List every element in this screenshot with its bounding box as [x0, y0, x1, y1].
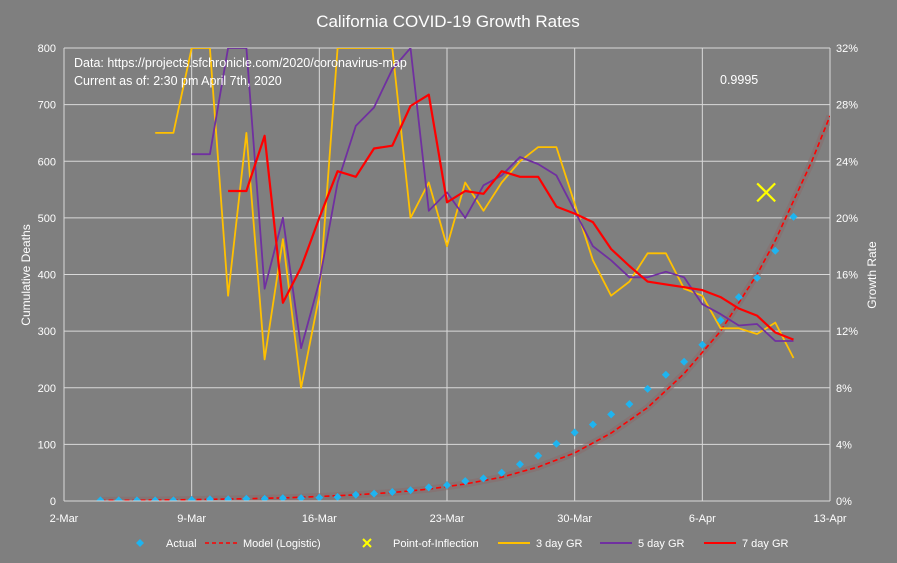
actual-point [588, 420, 597, 429]
legend-label: 5 day GR [638, 538, 685, 550]
y2-tick-label: 24% [836, 156, 858, 168]
actual-point [297, 494, 306, 501]
actual-point [789, 212, 798, 221]
actual-point [716, 316, 725, 325]
actual-point [169, 496, 178, 501]
actual-point [443, 481, 451, 490]
y2-tick-label: 16% [836, 270, 858, 282]
source-annotation: Data: https://projects.sfchronicle.com/2… [74, 56, 407, 70]
y-tick-label: 600 [38, 156, 56, 168]
current-as-of-annotation: Current as of: 2:30 pm April 7th, 2020 [74, 74, 282, 88]
actual-point [753, 273, 762, 282]
x-tick-label: 2-Mar [50, 513, 79, 525]
gr3-line [155, 48, 795, 389]
actual-point [151, 496, 160, 501]
y2-axis-title: Growth Rate [865, 241, 879, 309]
legend-item: 7 day GR [704, 538, 789, 550]
actual-point [680, 357, 689, 366]
legend-label: Point-of-Inflection [393, 538, 479, 550]
actual-point [333, 493, 342, 501]
x-tick-label: 16-Mar [302, 513, 337, 525]
actual-point [424, 483, 433, 492]
actual-point [205, 495, 214, 501]
actual-point [406, 486, 415, 495]
y-tick-label: 700 [38, 100, 56, 112]
y2-tick-label: 8% [836, 383, 852, 395]
actual-point [224, 495, 233, 501]
x-tick-label: 13-Apr [813, 513, 846, 525]
actual-point [534, 451, 543, 460]
x-tick-label: 9-Mar [177, 513, 206, 525]
y-tick-label: 500 [38, 213, 56, 225]
y2-tick-label: 20% [836, 213, 858, 225]
y-tick-label: 800 [38, 43, 56, 55]
legend-label: 7 day GR [742, 538, 789, 550]
legend-item: 3 day GR [498, 538, 583, 550]
actual-point [497, 468, 506, 477]
legend-label: 3 day GR [536, 538, 583, 550]
legend-item: Point-of-Inflection [362, 538, 479, 550]
actual-point [661, 370, 670, 379]
series-layer [96, 48, 830, 501]
actual-point [734, 293, 743, 302]
chart-title: California COVID-19 Growth Rates [316, 12, 580, 31]
y-tick-label: 200 [38, 383, 56, 395]
y-tick-label: 100 [38, 439, 56, 451]
y2-tick-label: 28% [836, 100, 858, 112]
y2-tick-label: 32% [836, 43, 858, 55]
axis-layer: 0 100 200 300 400 500 600 700 800 0% 4% 8% 12% 16% 20%… [38, 43, 859, 525]
x-tick-label: 23-Mar [430, 513, 465, 525]
y-tick-label: 300 [38, 326, 56, 338]
y2-tick-label: 0% [836, 496, 852, 508]
model-line [100, 115, 830, 501]
actual-point [278, 494, 287, 501]
y2-tick-label: 12% [836, 326, 858, 338]
actual-point [515, 460, 524, 469]
actual-point [242, 494, 251, 501]
legend-label: Actual [166, 538, 197, 550]
actual-point [351, 490, 360, 499]
actual-point [771, 246, 780, 255]
actual-point [187, 495, 196, 501]
y-tick-label: 400 [38, 270, 56, 282]
actual-point [132, 496, 141, 501]
actual-point [315, 493, 324, 501]
x-tick-label: 30-Mar [557, 513, 592, 525]
point-of-inflection-marker [756, 182, 776, 203]
y2-tick-label: 4% [836, 439, 852, 451]
actual-point [96, 496, 105, 501]
actual-point [461, 477, 470, 486]
actual-point [370, 489, 379, 498]
actual-point [570, 428, 579, 437]
legend-item: 5 day GR [600, 538, 685, 550]
y-tick-label: 0 [50, 496, 56, 508]
actual-point [643, 384, 652, 393]
gr7-line [228, 93, 794, 341]
actual-point [479, 474, 488, 483]
actual-point [607, 410, 616, 419]
legend: Actual Model (Logistic) Point-of-Inflectio… [136, 538, 789, 550]
actual-point [114, 496, 123, 501]
legend-item: Model (Logistic) [205, 538, 321, 550]
legend-label: Model (Logistic) [243, 538, 321, 550]
legend-item: Actual [136, 538, 197, 550]
y-axis-title: Cumulative Deaths [19, 224, 33, 325]
actual-point [260, 494, 269, 501]
actual-point [625, 400, 634, 409]
x-tick-label: 6-Apr [689, 513, 716, 525]
actual-point [698, 340, 707, 349]
actual-point [388, 487, 397, 496]
actual-point [552, 439, 561, 448]
r-squared-annotation: 0.9995 [720, 73, 758, 87]
